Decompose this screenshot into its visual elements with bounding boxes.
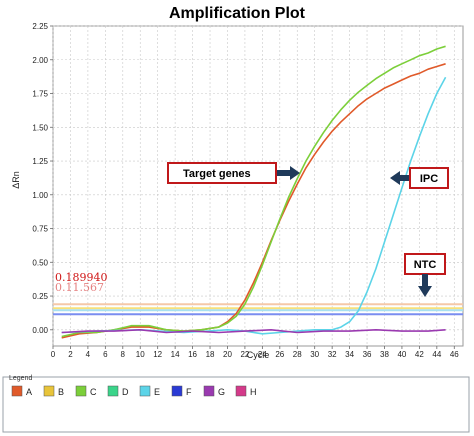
y-tick-label-8: 2.00 [32, 56, 48, 65]
x-tick-label-2: 4 [86, 350, 91, 359]
legend-label-G: G [218, 387, 225, 397]
x-tick-label-9: 18 [206, 350, 215, 359]
x-tick-label-16: 32 [328, 350, 337, 359]
x-tick-label-14: 28 [293, 350, 302, 359]
ipc-arrow-icon [390, 171, 410, 185]
x-tick-label-22: 44 [432, 350, 441, 359]
legend: Legend A B C D E F G H [2, 375, 470, 433]
y-tick-label-0: 0.00 [32, 326, 48, 335]
threshold-label-1: 0.189940 [55, 271, 108, 284]
x-tick-label-7: 14 [171, 350, 180, 359]
legend-title: Legend [9, 375, 32, 382]
x-tick-label-23: 46 [450, 350, 459, 359]
legend-frame [2, 376, 470, 433]
ipc-label: IPC [420, 173, 438, 185]
legend-swatch-E [139, 385, 151, 397]
legend-label-B: B [58, 387, 64, 397]
legend-swatch-C [75, 385, 87, 397]
plot-frame [52, 25, 464, 347]
x-axis-title: Cycle [247, 350, 270, 360]
x-tick-label-20: 40 [397, 350, 406, 359]
x-tick-label-10: 20 [223, 350, 232, 359]
target-genes-annotation: Target genes [167, 162, 300, 184]
y-tick-label-3: 0.75 [32, 225, 48, 234]
x-tick-label-4: 8 [121, 350, 126, 359]
y-tick-label-6: 1.50 [32, 123, 48, 132]
target-genes-box [167, 162, 277, 184]
x-tick-label-15: 30 [310, 350, 319, 359]
legend-swatch-H [235, 385, 247, 397]
target-genes-arrow-icon [277, 166, 300, 180]
series-line-E [61, 76, 447, 335]
chart-title: Amplification Plot [169, 5, 306, 22]
series-line-G [61, 328, 446, 334]
threshold-label-2: 0.11.567 [55, 281, 104, 294]
x-tick-label-3: 6 [103, 350, 108, 359]
legend-swatch-B [43, 385, 55, 397]
x-tick-label-11: 22 [240, 350, 249, 359]
y-tick-label-9: 2.25 [32, 22, 48, 31]
plot-area [52, 25, 464, 347]
legend-swatch-G [203, 385, 215, 397]
y-axis-title: ΔRn [11, 171, 21, 189]
legend-label-H: H [250, 387, 257, 397]
x-tick-label-8: 16 [188, 350, 197, 359]
x-tick-label-17: 34 [345, 350, 354, 359]
ntc-annotation: NTC [404, 253, 446, 297]
x-tick-label-5: 10 [136, 350, 145, 359]
ipc-box [409, 167, 449, 189]
x-tick-label-21: 42 [415, 350, 424, 359]
x-tick-label-1: 2 [68, 350, 73, 359]
ntc-arrow-icon [418, 274, 432, 297]
axis-ticks: 0 2 4 6 8 10 12 14 16 18 20 22 24 26 28 30 32 34 36 38 40 42 4… [32, 22, 459, 359]
legend-swatch-A [11, 385, 23, 397]
y-tick-label-5: 1.25 [32, 157, 48, 166]
target-genes-label: Target genes [183, 168, 251, 180]
ntc-label: NTC [414, 259, 437, 271]
legend-label-C: C [90, 387, 97, 397]
x-tick-label-18: 36 [363, 350, 372, 359]
x-tick-label-12: 24 [258, 350, 267, 359]
x-tick-label-0: 0 [51, 350, 56, 359]
threshold-lines [53, 303, 463, 316]
legend-label-D: D [122, 387, 129, 397]
y-tick-label-2: 0.50 [32, 258, 48, 267]
legend-swatch-D [107, 385, 119, 397]
x-tick-label-6: 12 [153, 350, 162, 359]
x-tick-label-19: 38 [380, 350, 389, 359]
y-tick-label-1: 0.25 [32, 292, 48, 301]
y-tick-label-7: 1.75 [32, 90, 48, 99]
series-line-C [61, 45, 446, 338]
legend-items: A B C D E F G H [11, 385, 257, 397]
legend-swatch-F [171, 385, 183, 397]
legend-label-F: F [186, 387, 192, 397]
y-tick-label-4: 1.00 [32, 191, 48, 200]
legend-label-E: E [154, 387, 160, 397]
legend-label-A: A [26, 387, 32, 397]
series-lines [61, 45, 447, 339]
ipc-annotation: IPC [390, 167, 449, 189]
x-tick-label-13: 26 [275, 350, 284, 359]
